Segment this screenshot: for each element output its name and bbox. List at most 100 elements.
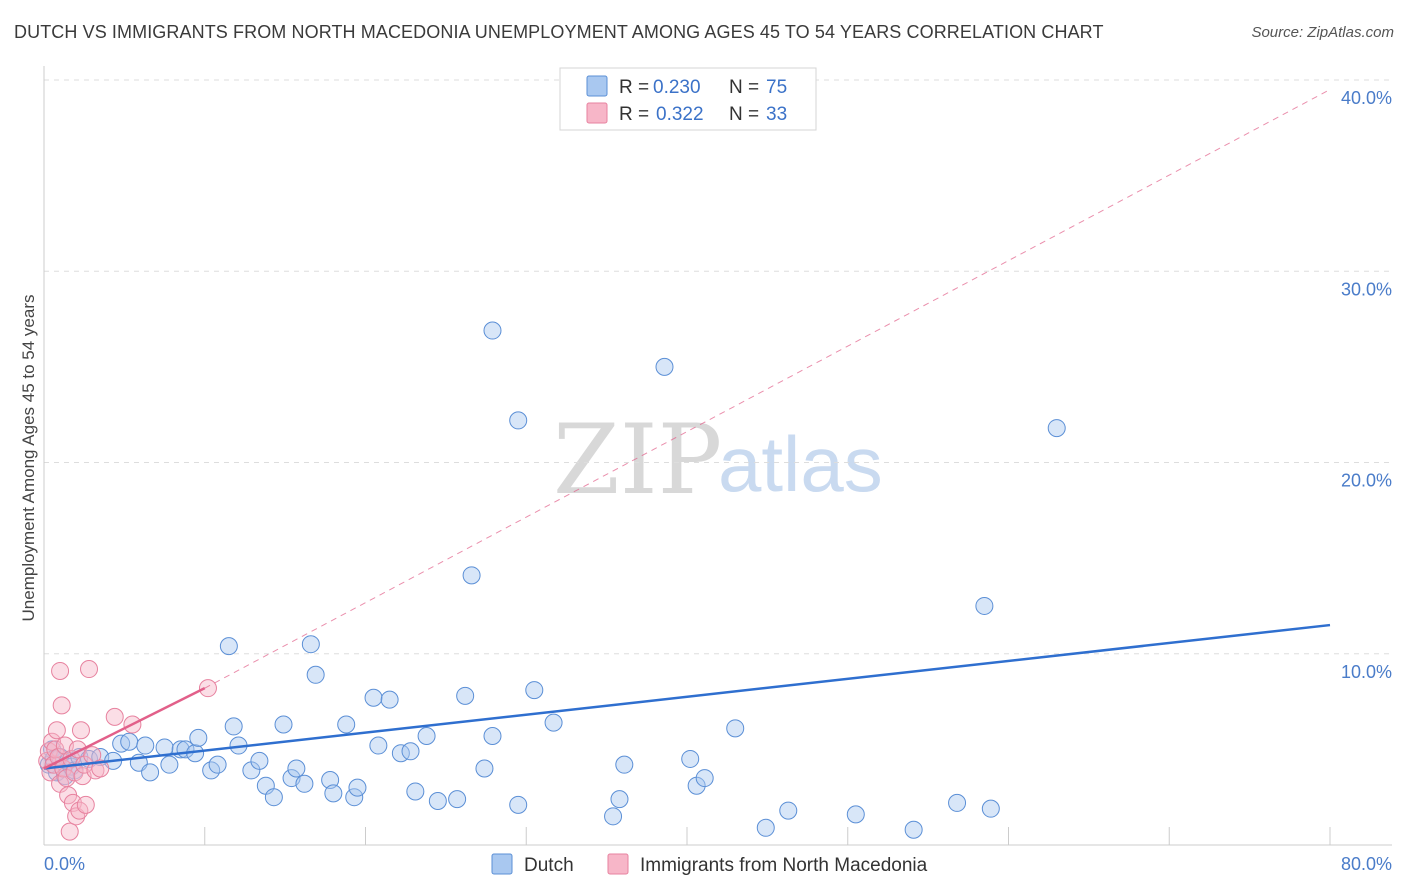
dutch-point xyxy=(509,411,528,430)
macedonia-point xyxy=(198,679,217,698)
grid xyxy=(44,79,1392,655)
dutch-point xyxy=(364,688,383,707)
dutch-point xyxy=(483,726,502,745)
y-tick-label: 40.0% xyxy=(1341,88,1392,108)
dutch-points xyxy=(39,321,1066,839)
bottom-legend-dutch-label: Dutch xyxy=(524,855,574,876)
dutch-point xyxy=(306,665,325,684)
legend-dutch-n-value: 75 xyxy=(766,77,787,98)
dutch-point xyxy=(610,790,629,809)
dutch-point xyxy=(509,795,528,814)
dutch-point xyxy=(544,713,563,732)
dutch-point xyxy=(756,818,775,837)
macedonia-point xyxy=(51,661,70,680)
dutch-point xyxy=(846,805,865,824)
macedonia-point xyxy=(71,721,90,740)
dutch-point xyxy=(975,596,994,615)
dutch-point xyxy=(475,759,494,778)
dutch-point xyxy=(120,732,139,751)
dutch-point xyxy=(695,769,714,788)
legend-dutch-r-value: 0.230 xyxy=(653,77,701,98)
y-tick-label: 20.0% xyxy=(1341,471,1392,491)
macedonia-trend-line xyxy=(43,687,206,770)
dutch-point xyxy=(324,784,343,803)
dutch-point xyxy=(287,759,306,778)
x-tick-label: 0.0% xyxy=(44,854,85,874)
bottom-legend-macedonia-label: Immigrants from North Macedonia xyxy=(640,855,928,876)
dutch-point xyxy=(380,690,399,709)
dutch-point xyxy=(604,807,623,826)
dutch-point xyxy=(779,801,798,820)
dutch-point xyxy=(462,566,481,585)
chart-title: DUTCH VS IMMIGRANTS FROM NORTH MACEDONIA… xyxy=(14,22,1104,42)
axes xyxy=(43,66,1392,846)
watermark-zip: ZIP xyxy=(553,404,722,516)
dutch-point xyxy=(160,755,179,774)
dutch-point xyxy=(301,635,320,654)
dutch-point xyxy=(655,357,674,376)
dutch-point xyxy=(345,788,364,807)
dutch-point xyxy=(981,799,1000,818)
dutch-point xyxy=(264,788,283,807)
x-tick-label: 80.0% xyxy=(1341,854,1392,874)
dutch-point xyxy=(428,792,447,811)
dutch-point xyxy=(337,715,356,734)
dutch-point xyxy=(681,749,700,768)
dutch-point xyxy=(948,793,967,812)
dutch-point xyxy=(208,755,227,774)
dutch-point xyxy=(1047,419,1066,438)
macedonia-point xyxy=(67,807,86,826)
macedonia-point xyxy=(105,707,124,726)
dutch-point xyxy=(136,736,155,755)
dutch-point xyxy=(401,742,420,761)
dutch-point xyxy=(525,681,544,700)
dutch-trend-line xyxy=(43,623,1331,770)
source-label: Source: ZipAtlas.com xyxy=(1251,24,1394,41)
legend-macedonia-n-label: N = xyxy=(729,104,759,125)
dutch-point xyxy=(369,736,388,755)
y-tick-label: 30.0% xyxy=(1341,279,1392,299)
bottom-legend-macedonia-swatch xyxy=(607,853,629,875)
dutch-point xyxy=(250,751,269,770)
dutch-point xyxy=(406,782,425,801)
dutch-point xyxy=(274,715,293,734)
dutch-point xyxy=(615,755,634,774)
legend-macedonia-r-value: 0.322 xyxy=(656,104,704,125)
dutch-point xyxy=(348,778,367,797)
dutch-point xyxy=(141,763,160,782)
y-axis-title: Unemployment Among Ages 45 to 54 years xyxy=(19,295,38,622)
dutch-point xyxy=(448,790,467,809)
legend-dutch-swatch xyxy=(586,75,608,97)
macedonia-point xyxy=(80,660,99,679)
dutch-point xyxy=(224,717,243,736)
legend-macedonia-r-label: R = xyxy=(619,104,649,125)
y-tick-label: 10.0% xyxy=(1341,662,1392,682)
legend-macedonia-n-value: 33 xyxy=(766,104,787,125)
dutch-point xyxy=(189,728,208,747)
legend-bottom: Dutch Immigrants from North Macedonia xyxy=(491,853,928,876)
bottom-legend-dutch-swatch xyxy=(491,853,513,875)
legend-dutch-r-label: R = xyxy=(619,77,649,98)
macedonia-point xyxy=(91,759,110,778)
legend-dutch-n-label: N = xyxy=(729,77,759,98)
legend-macedonia-swatch xyxy=(586,102,608,124)
macedonia-point xyxy=(52,696,71,715)
tick-labels: 10.0% 20.0% 30.0% 40.0% 0.0% 80.0% xyxy=(44,88,1392,874)
macedonia-point xyxy=(60,822,79,841)
dutch-point xyxy=(483,321,502,340)
trend-lines xyxy=(43,89,1331,770)
macedonia-point xyxy=(39,742,58,761)
legend-top: R = 0.230 N = 75 R = 0.322 N = 33 xyxy=(559,67,817,131)
dutch-point xyxy=(417,726,436,745)
dutch-point xyxy=(321,770,340,789)
macedonia-point xyxy=(47,721,66,740)
dutch-point xyxy=(456,686,475,705)
macedonia-point xyxy=(76,795,95,814)
dutch-point xyxy=(295,774,314,793)
watermark-atlas: atlas xyxy=(718,420,883,508)
dutch-point xyxy=(219,637,238,656)
macedonia-trend-extended xyxy=(204,89,1331,689)
dutch-point xyxy=(904,820,923,839)
dutch-point xyxy=(726,719,745,738)
